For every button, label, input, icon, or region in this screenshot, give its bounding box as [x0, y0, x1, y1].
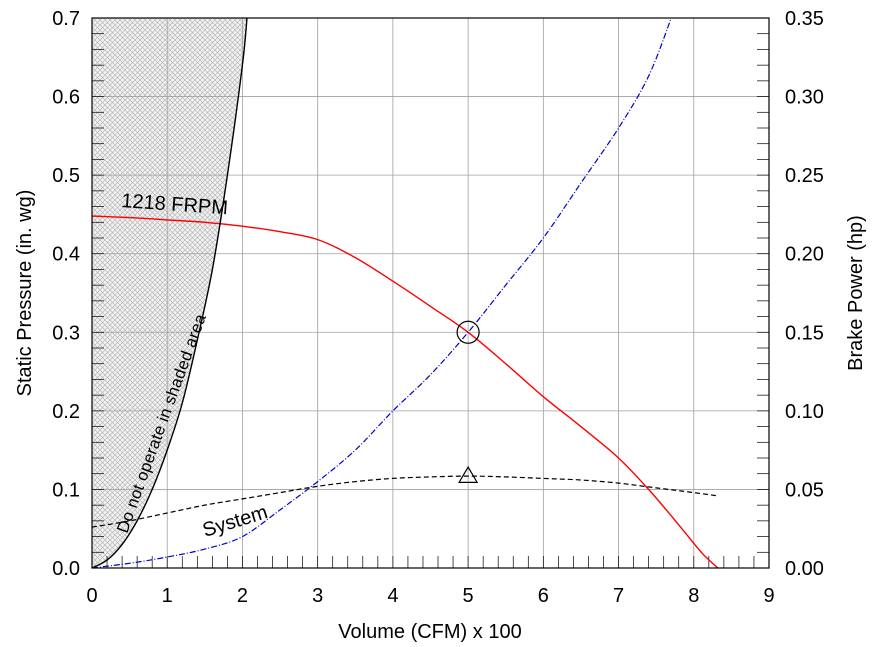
y2-tick-label: 0.00 — [785, 558, 824, 580]
y-axis-title: Static Pressure (in. wg) — [14, 190, 36, 397]
x-tick-label: 9 — [763, 585, 774, 607]
grid — [92, 18, 769, 568]
plot-frame — [91, 17, 770, 569]
operating-point-marker — [456, 320, 480, 344]
markers — [456, 320, 480, 483]
y2-tick-label: 0.05 — [785, 479, 824, 501]
y-tick-label: 0.0 — [52, 558, 80, 580]
y2-tick-label: 0.35 — [785, 8, 824, 30]
x-tick-label: 0 — [86, 585, 97, 607]
x-tick-label: 3 — [312, 585, 323, 607]
y2-tick-label: 0.15 — [785, 322, 824, 344]
fan-curve-line — [92, 215, 719, 568]
x-tick-label: 8 — [688, 585, 699, 607]
x-axis-title: Volume (CFM) x 100 — [338, 621, 521, 643]
x-tick-label: 2 — [237, 585, 248, 607]
x-tick-label: 5 — [463, 585, 474, 607]
y2-tick-label: 0.10 — [785, 401, 824, 423]
y-tick-label: 0.4 — [52, 244, 80, 266]
y2-axis-title: Brake Power (hp) — [845, 215, 867, 371]
shaded-area — [92, 18, 247, 568]
shaded-region — [92, 18, 247, 568]
y-tick-label: 0.2 — [52, 401, 80, 423]
brake-power-line — [92, 18, 672, 568]
y-tick-label: 0.1 — [52, 479, 80, 501]
y2-tick-label: 0.25 — [785, 165, 824, 187]
operating-limit-line — [92, 18, 248, 568]
x-tick-label: 6 — [538, 585, 549, 607]
y-tick-label: 0.3 — [52, 322, 80, 344]
system-curve-line — [92, 475, 717, 528]
y2-tick-label: 0.30 — [785, 87, 824, 109]
minor-ticks — [92, 33, 769, 568]
y2-tick-label: 0.20 — [785, 244, 824, 266]
x-tick-label: 7 — [613, 585, 624, 607]
x-tick-label: 4 — [387, 585, 398, 607]
series-lines — [92, 18, 719, 568]
y-tick-label: 0.5 — [52, 165, 80, 187]
y-tick-label: 0.7 — [52, 8, 80, 30]
y-tick-label: 0.6 — [52, 87, 80, 109]
tick-labels: 0 1 2 3 4 5 6 7 8 9 0.0 0.1 0.2 0.3 0.4 0.5 0.6 0.7 0.00 0.… — [52, 8, 824, 607]
x-tick-label: 1 — [162, 585, 173, 607]
system-curve-label: System — [200, 501, 270, 542]
system-point-marker — [458, 465, 479, 483]
